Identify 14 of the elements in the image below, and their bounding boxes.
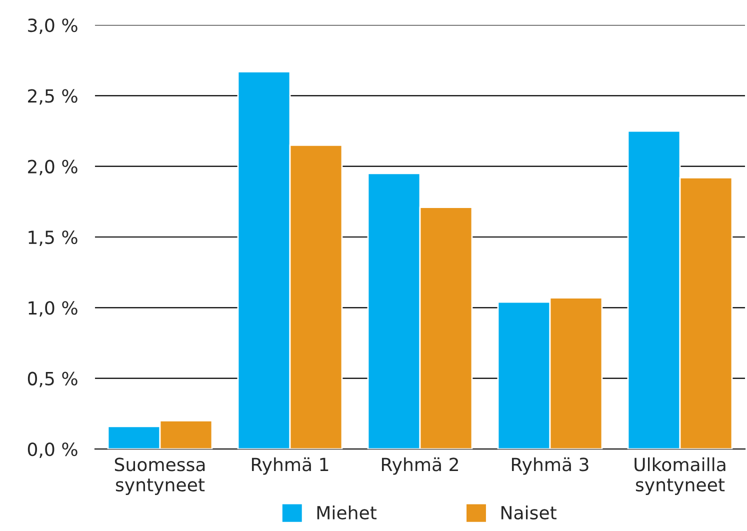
- y-tick-label: 1,0 %: [28, 301, 78, 317]
- x-tick-label: Ryhmä 1: [252, 457, 328, 475]
- x-tick-label: Ulkomailla syntyneet: [634, 457, 726, 496]
- y-tick-label: 0,0 %: [28, 442, 78, 458]
- legend-label: Naiset: [501, 506, 556, 520]
- x-tick-label: Suomessa syntyneet: [114, 458, 205, 496]
- y-tick-label: 3,0 %: [28, 18, 78, 34]
- legend-label: Miehet: [317, 506, 377, 520]
- y-tick-label: 1,5 %: [28, 230, 78, 246]
- y-tick-label: 2,0 %: [28, 160, 78, 176]
- x-tick-label: Ryhmä 2: [382, 457, 458, 475]
- y-tick-label: 0,5 %: [28, 372, 78, 388]
- x-tick-label: Ryhmä 3: [512, 457, 588, 475]
- y-tick-label: 2,5 %: [28, 89, 78, 105]
